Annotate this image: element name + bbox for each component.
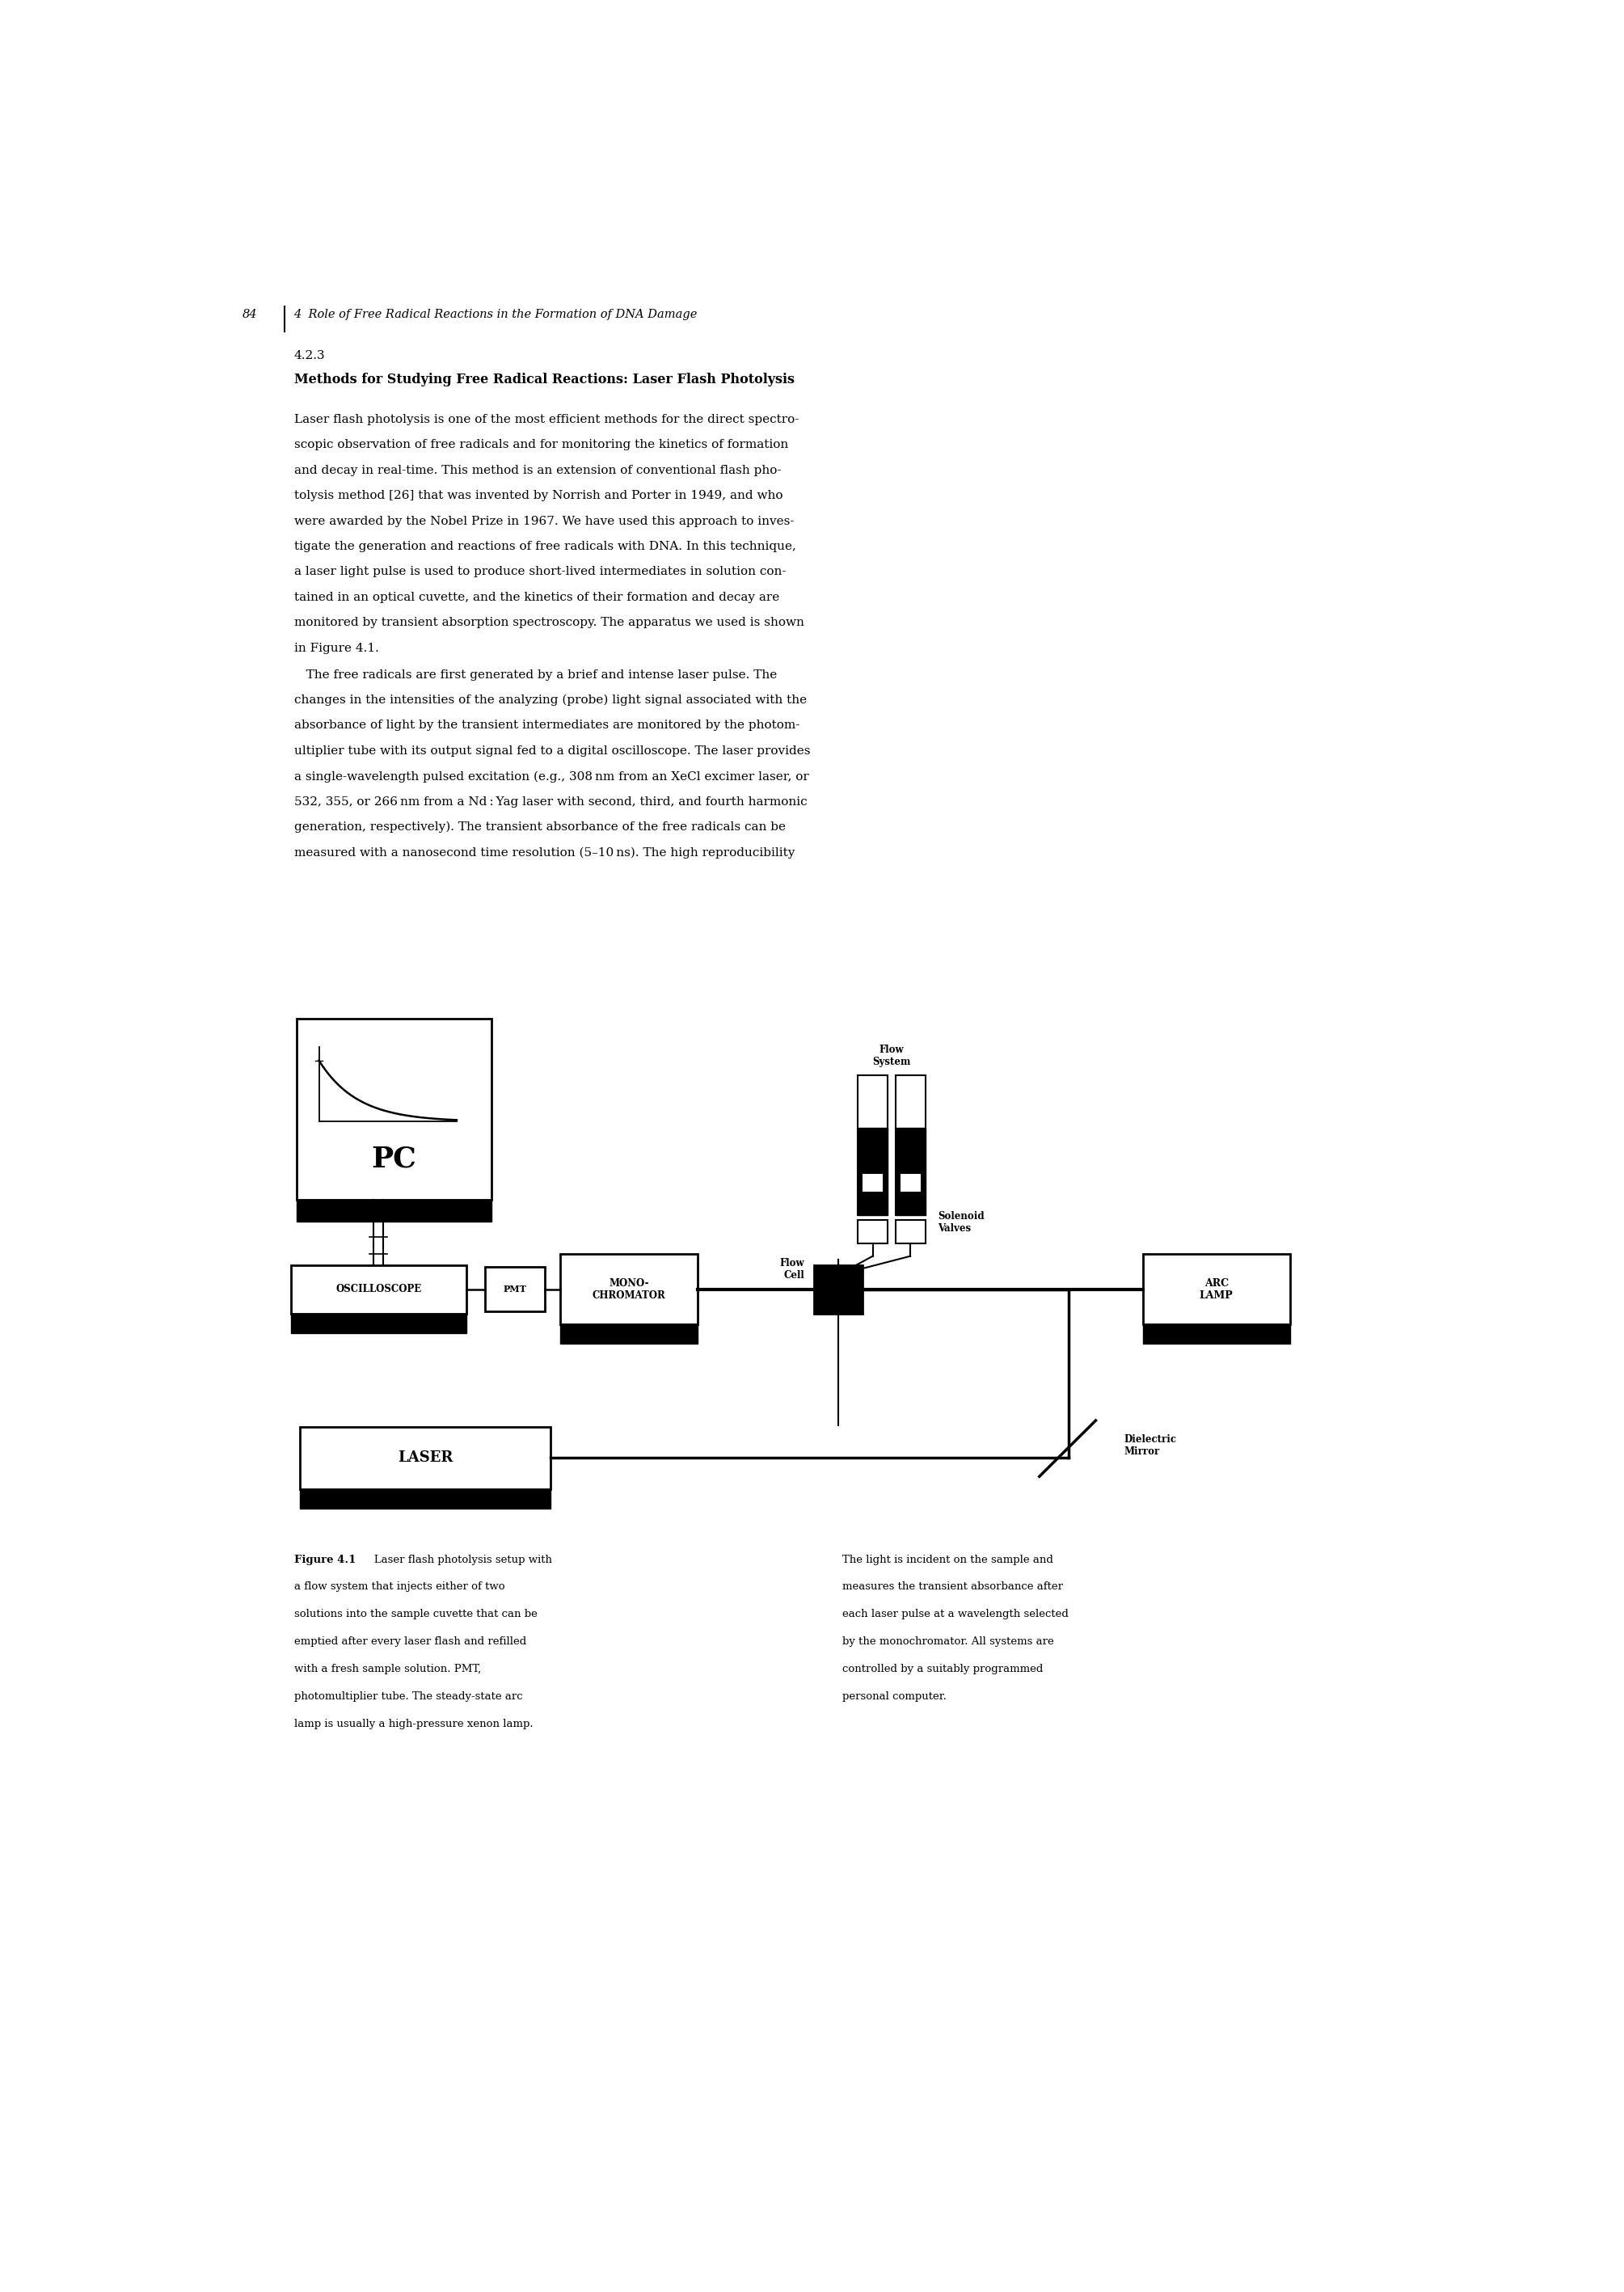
Bar <box>895 1219 926 1245</box>
Text: Laser flash photolysis is one of the most efficient methods for the direct spect: Laser flash photolysis is one of the mos… <box>294 415 799 426</box>
Text: personal computer.: personal computer. <box>841 1691 947 1701</box>
Text: a single-wavelength pulsed excitation (e.g., 308 nm from an XeCl excimer laser, : a single-wavelength pulsed excitation (e… <box>294 770 809 782</box>
Text: monitored by transient absorption spectroscopy. The apparatus we used is shown: monitored by transient absorption spectr… <box>294 617 804 628</box>
Text: Dielectric
Mirror: Dielectric Mirror <box>1124 1435 1176 1458</box>
Bar <box>291 1313 466 1334</box>
Text: measures the transient absorbance after: measures the transient absorbance after <box>841 1581 1062 1593</box>
Bar <box>1143 1254 1289 1325</box>
Bar <box>297 1199 490 1222</box>
Text: Flow
Cell: Flow Cell <box>780 1258 804 1281</box>
Bar <box>895 1128 926 1215</box>
Text: LASER: LASER <box>398 1451 453 1465</box>
Text: ultiplier tube with its output signal fed to a digital oscilloscope. The laser p: ultiplier tube with its output signal fe… <box>294 745 810 756</box>
Text: 4.2.3: 4.2.3 <box>294 351 325 362</box>
Bar <box>560 1254 698 1325</box>
Text: controlled by a suitably programmed: controlled by a suitably programmed <box>841 1664 1043 1675</box>
Text: tained in an optical cuvette, and the kinetics of their formation and decay are: tained in an optical cuvette, and the ki… <box>294 591 780 603</box>
Text: in Figure 4.1.: in Figure 4.1. <box>294 642 378 653</box>
Text: a flow system that injects either of two: a flow system that injects either of two <box>294 1581 505 1593</box>
Bar <box>300 1490 551 1508</box>
Bar <box>900 1174 921 1192</box>
Text: each laser pulse at a wavelength selected: each laser pulse at a wavelength selecte… <box>841 1609 1069 1620</box>
Text: measured with a nanosecond time resolution (5–10 ns). The high reproducibility: measured with a nanosecond time resoluti… <box>294 846 794 860</box>
Text: Solenoid
Valves: Solenoid Valves <box>939 1210 984 1233</box>
Text: and decay in real-time. This method is an extension of conventional flash pho-: and decay in real-time. This method is a… <box>294 465 781 477</box>
Text: with a fresh sample solution. PMT,: with a fresh sample solution. PMT, <box>294 1664 481 1675</box>
Text: Laser flash photolysis setup with: Laser flash photolysis setup with <box>364 1554 552 1565</box>
Text: The free radicals are first generated by a brief and intense laser pulse. The: The free radicals are first generated by… <box>294 669 776 681</box>
Text: tigate the generation and reactions of free radicals with DNA. In this technique: tigate the generation and reactions of f… <box>294 541 796 552</box>
Text: 532, 355, or 266 nm from a Nd : Yag laser with second, third, and fourth harmoni: 532, 355, or 266 nm from a Nd : Yag lase… <box>294 795 807 807</box>
Text: The light is incident on the sample and: The light is incident on the sample and <box>841 1554 1052 1565</box>
Text: 4  Role of Free Radical Reactions in the Formation of DNA Damage: 4 Role of Free Radical Reactions in the … <box>294 309 698 321</box>
Text: PC: PC <box>372 1146 417 1174</box>
Bar <box>560 1325 698 1343</box>
Bar <box>857 1128 888 1215</box>
Text: Figure 4.1: Figure 4.1 <box>294 1554 356 1565</box>
Text: photomultiplier tube. The steady-state arc: photomultiplier tube. The steady-state a… <box>294 1691 523 1701</box>
Bar <box>857 1075 888 1215</box>
Text: generation, respectively). The transient absorbance of the free radicals can be: generation, respectively). The transient… <box>294 821 786 832</box>
Text: PMT: PMT <box>503 1286 526 1293</box>
Text: MONO-
CHROMATOR: MONO- CHROMATOR <box>593 1279 666 1300</box>
Text: were awarded by the Nobel Prize in 1967. We have used this approach to inves-: were awarded by the Nobel Prize in 1967.… <box>294 516 794 527</box>
Bar <box>297 1020 490 1199</box>
Text: absorbance of light by the transient intermediates are monitored by the photom-: absorbance of light by the transient int… <box>294 720 799 731</box>
Bar <box>895 1075 926 1215</box>
Text: by the monochromator. All systems are: by the monochromator. All systems are <box>841 1636 1054 1648</box>
Text: emptied after every laser flash and refilled: emptied after every laser flash and refi… <box>294 1636 526 1648</box>
Text: Methods for Studying Free Radical Reactions: Laser Flash Photolysis: Methods for Studying Free Radical Reacti… <box>294 374 794 387</box>
Bar <box>862 1174 883 1192</box>
Bar <box>857 1219 888 1245</box>
Bar <box>814 1265 862 1313</box>
Text: OSCILLOSCOPE: OSCILLOSCOPE <box>336 1284 421 1295</box>
Bar <box>300 1426 551 1490</box>
Text: lamp is usually a high-pressure xenon lamp.: lamp is usually a high-pressure xenon la… <box>294 1719 533 1728</box>
Bar <box>486 1267 544 1311</box>
Text: changes in the intensities of the analyzing (probe) light signal associated with: changes in the intensities of the analyz… <box>294 694 807 706</box>
Text: scopic observation of free radicals and for monitoring the kinetics of formation: scopic observation of free radicals and … <box>294 440 788 452</box>
Bar <box>291 1265 466 1313</box>
Text: Flow
System: Flow System <box>872 1045 911 1068</box>
Text: ARC
LAMP: ARC LAMP <box>1200 1279 1233 1300</box>
Text: tolysis method [26] that was invented by Norrish and Porter in 1949, and who: tolysis method [26] that was invented by… <box>294 490 783 502</box>
Text: 84: 84 <box>242 309 258 321</box>
Text: a laser light pulse is used to produce short-lived intermediates in solution con: a laser light pulse is used to produce s… <box>294 566 786 578</box>
Bar <box>1143 1325 1289 1343</box>
Text: solutions into the sample cuvette that can be: solutions into the sample cuvette that c… <box>294 1609 538 1620</box>
